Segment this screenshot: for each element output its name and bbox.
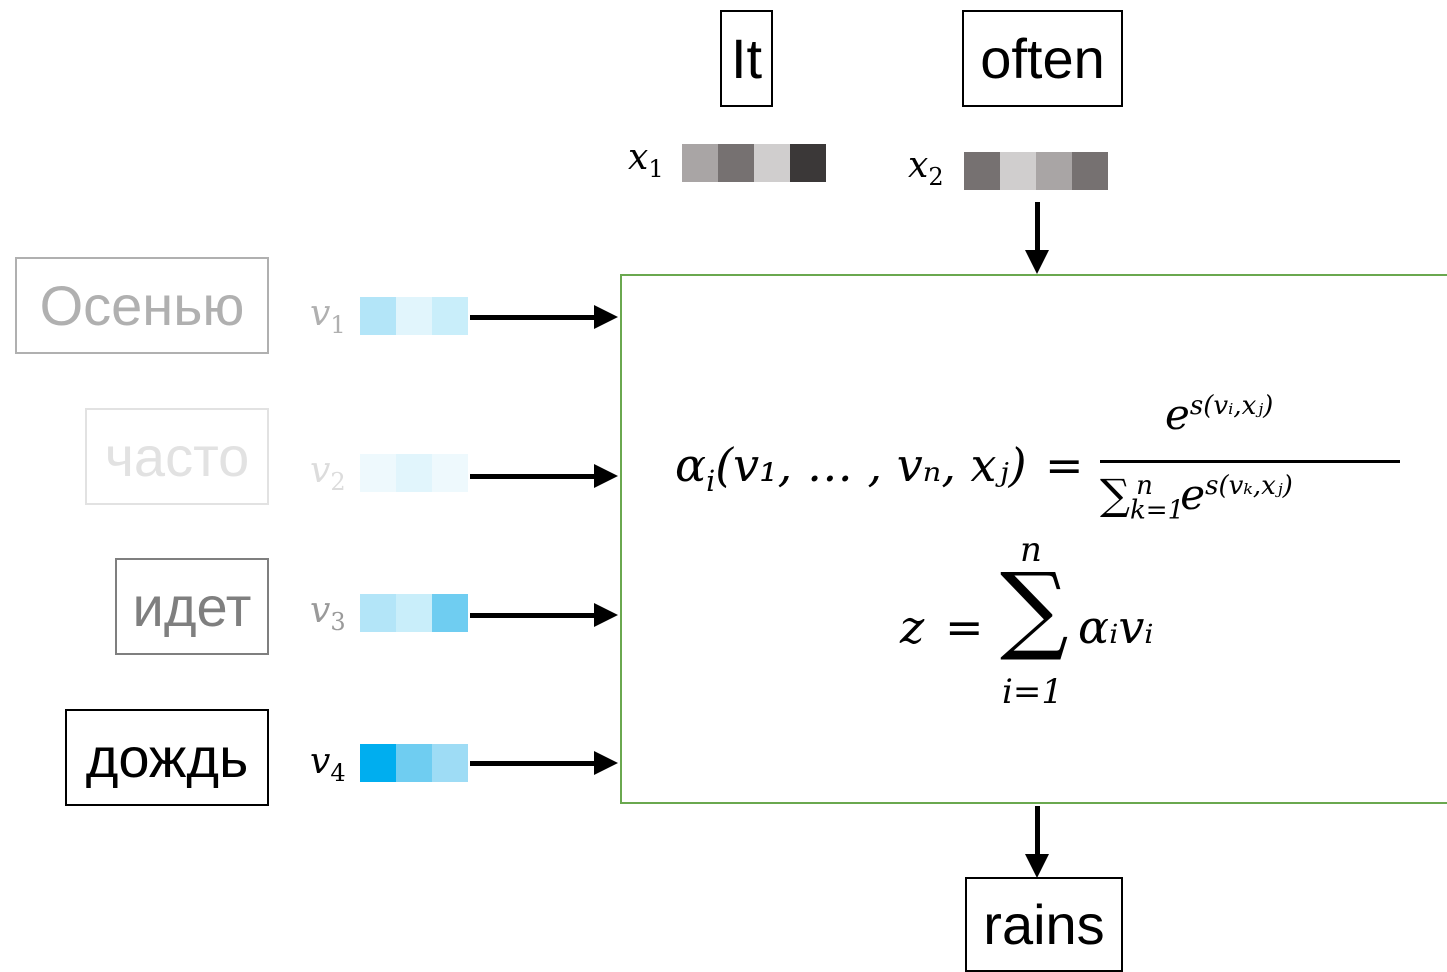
formula-denominator: ∑k=1n es(vₖ,xⱼ) [1100, 470, 1293, 525]
source-vector-label-4: v4 [310, 741, 346, 787]
target-word-often: often [962, 10, 1123, 107]
target-vector-var: x [908, 145, 929, 186]
target-vector-index: 2 [928, 163, 944, 191]
formula-big-sum: ∑ [1000, 552, 1069, 664]
source-word-4: дождь [65, 709, 269, 806]
formula-big-sum-top: n [1020, 530, 1042, 570]
source-vector-label-1: v1 [310, 293, 346, 339]
formula-equals-1: = [1045, 438, 1084, 492]
vector-cell [360, 297, 396, 335]
vector-cell [964, 152, 1000, 190]
target-vector-x2 [964, 152, 1108, 190]
source-vector-label-3: v3 [310, 590, 346, 636]
vector-cell [432, 744, 468, 782]
formula-alpha: αi(v₁, … , vₙ, xⱼ) [675, 438, 1027, 498]
vector-cell [432, 454, 468, 492]
formula-sum-term: αᵢvᵢ [1078, 600, 1154, 654]
vector-cell [432, 297, 468, 335]
arrow-v4-to-attention [470, 751, 618, 775]
source-vector-v4 [360, 744, 468, 782]
target-vector-label-1: x1 [628, 137, 664, 183]
source-word-2: часто [85, 408, 269, 505]
source-word-1: Осенью [15, 257, 269, 354]
formula-alpha-args: (v₁, … , vₙ, xⱼ) [715, 438, 1027, 492]
source-vector-var: v [310, 741, 331, 782]
vector-cell [790, 144, 826, 182]
source-word-3: идет [115, 558, 269, 655]
vector-cell [1072, 152, 1108, 190]
vector-cell [396, 744, 432, 782]
formula-numerator-e: e [1165, 390, 1190, 439]
formula-numerator: es(vᵢ,xⱼ) [1165, 390, 1273, 439]
target-word-it: It [720, 10, 773, 107]
target-word-rains: rains [965, 877, 1123, 972]
arrow-v1-to-attention [470, 305, 618, 329]
source-vector-index: 2 [330, 468, 346, 496]
formula-equals-2: = [945, 600, 984, 654]
arrow-x2-to-attention [1025, 202, 1049, 274]
attention-box [620, 274, 1447, 804]
vector-cell [1000, 152, 1036, 190]
formula-denominator-exp: s(vₖ,xⱼ) [1205, 471, 1293, 501]
formula-denominator-sum: ∑ [1100, 470, 1130, 519]
vector-cell [360, 454, 396, 492]
formula-denominator-sum-sup: n [1136, 471, 1153, 501]
formula-numerator-exp: s(vᵢ,xⱼ) [1189, 391, 1274, 421]
source-vector-var: v [310, 590, 331, 631]
source-vector-var: v [310, 293, 331, 334]
vector-cell [754, 144, 790, 182]
source-vector-index: 3 [330, 608, 346, 636]
target-vector-x1 [682, 144, 826, 182]
formula-fraction-line [1100, 460, 1400, 463]
source-vector-v1 [360, 297, 468, 335]
vector-cell [682, 144, 718, 182]
source-vector-index: 1 [330, 311, 346, 339]
formula-big-sum-bottom: i=1 [1002, 672, 1063, 712]
vector-cell [718, 144, 754, 182]
arrow-v2-to-attention [470, 464, 618, 488]
formula-denominator-e: e [1180, 470, 1206, 519]
target-vector-var: x [628, 137, 649, 178]
vector-cell [396, 297, 432, 335]
target-vector-label-2: x2 [908, 145, 944, 191]
source-vector-var: v [310, 450, 331, 491]
formula-alpha-symbol: α [675, 438, 707, 492]
vector-cell [1036, 152, 1072, 190]
arrow-attention-to-rains [1025, 806, 1049, 878]
source-vector-label-2: v2 [310, 450, 346, 496]
target-vector-index: 1 [648, 155, 664, 183]
vector-cell [360, 594, 396, 632]
vector-cell [360, 744, 396, 782]
vector-cell [396, 454, 432, 492]
source-vector-v2 [360, 454, 468, 492]
source-vector-index: 4 [330, 759, 346, 787]
arrow-v3-to-attention [470, 603, 618, 627]
formula-alpha-index: i [706, 465, 716, 499]
source-vector-v3 [360, 594, 468, 632]
formula-z: z [900, 600, 925, 654]
vector-cell [396, 594, 432, 632]
vector-cell [432, 594, 468, 632]
